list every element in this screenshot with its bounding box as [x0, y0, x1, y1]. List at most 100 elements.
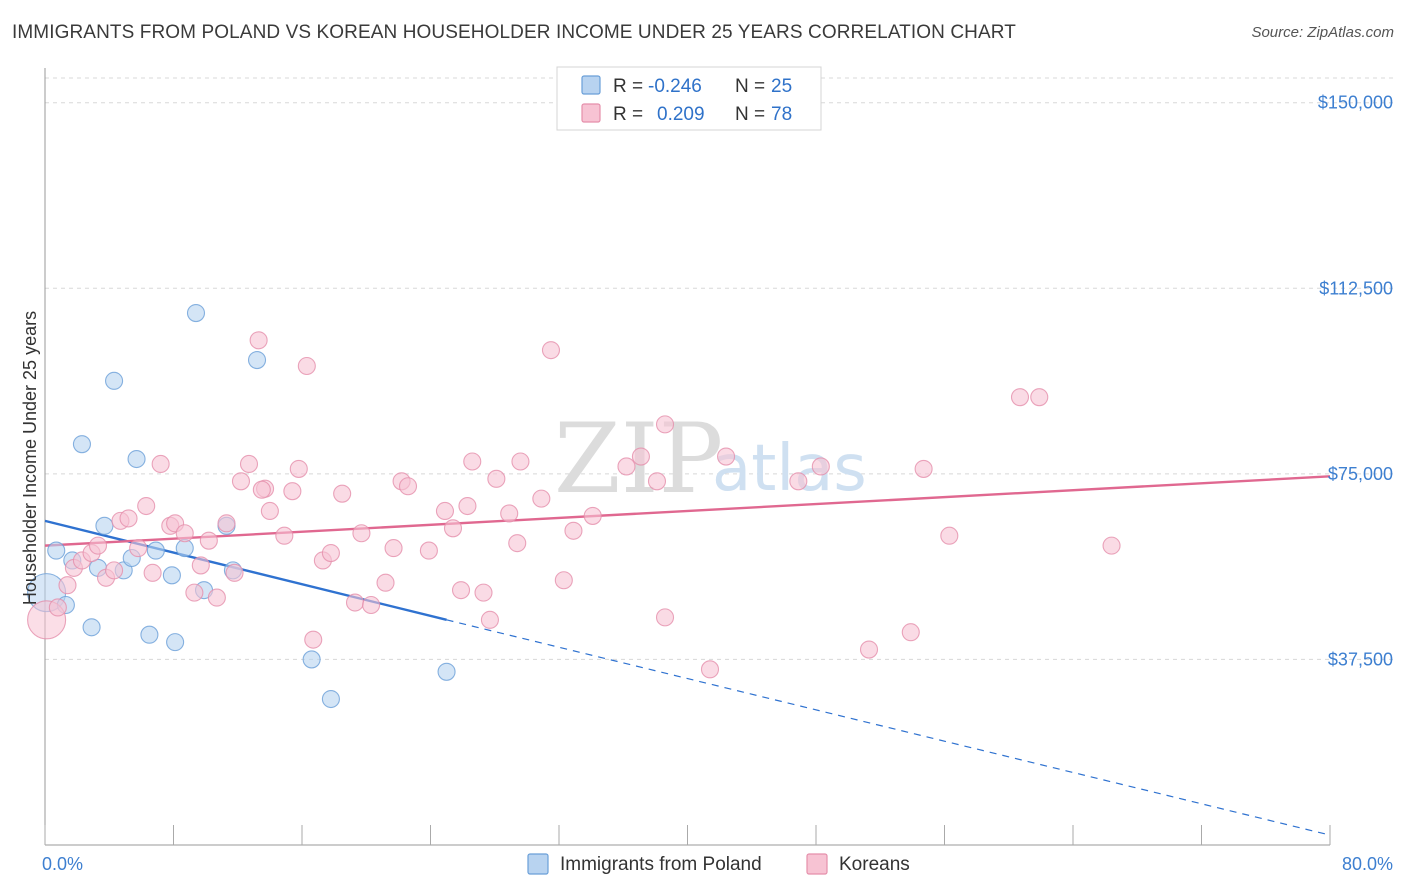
point-korea: [207, 588, 226, 607]
point-korea: [199, 531, 218, 550]
point-korea: [859, 640, 879, 659]
y-axis-label: Householder Income Under 25 years: [20, 311, 40, 605]
point-poland: [140, 625, 159, 644]
point-korea: [451, 581, 471, 600]
point-korea: [458, 496, 477, 516]
point-poland: [321, 689, 340, 709]
axes: [44, 68, 1331, 846]
point-korea: [352, 524, 371, 543]
point-korea: [789, 472, 808, 491]
point-korea: [1030, 388, 1049, 407]
point-korea: [474, 583, 493, 602]
point-korea: [631, 447, 650, 466]
point-korea: [129, 539, 148, 558]
point-korea: [647, 472, 667, 491]
point-poland: [105, 371, 124, 390]
point-poland: [47, 541, 66, 560]
point-korea: [151, 454, 170, 474]
point-korea: [283, 482, 302, 501]
point-korea: [289, 459, 308, 478]
point-korea: [119, 509, 138, 528]
legend-korea-n-label: N =: [735, 104, 765, 125]
point-korea: [655, 608, 675, 627]
point-korea: [564, 521, 583, 540]
legend-korea-r-value: 0.209: [657, 104, 705, 125]
correlation-legend: R = -0.246 N = 25 R = 0.209 N = 78: [556, 66, 822, 131]
y-tick-label: $112,500: [1319, 278, 1393, 298]
x-tick-label: 80.0%: [1342, 854, 1393, 874]
point-korea: [1010, 388, 1030, 407]
point-poland: [302, 650, 321, 669]
point-korea: [443, 519, 463, 538]
legend-swatch-korea: [581, 103, 601, 123]
chart-title: IMMIGRANTS FROM POLAND VS KOREAN HOUSEHO…: [12, 22, 1016, 43]
series-legend: Immigrants from Poland Koreans: [527, 853, 910, 875]
point-korea: [487, 469, 506, 488]
point-korea: [275, 526, 294, 545]
point-korea: [362, 595, 381, 615]
point-korea: [554, 571, 573, 590]
point-korea: [48, 598, 67, 617]
legend-box: [556, 66, 822, 131]
point-poland: [95, 516, 114, 535]
point-korea: [1102, 536, 1121, 555]
point-poland: [162, 566, 181, 585]
point-korea: [500, 504, 519, 523]
y-tick-label: $150,000: [1318, 93, 1393, 113]
point-korea: [249, 331, 268, 350]
point-poland: [146, 541, 165, 560]
y-tick-label: $75,000: [1328, 464, 1393, 484]
point-korea: [435, 501, 455, 521]
legend-poland-r-value: -0.246: [648, 76, 702, 97]
point-korea: [463, 452, 482, 471]
point-korea: [811, 457, 830, 476]
point-korea: [901, 623, 920, 642]
grid-lines: [45, 77, 1395, 660]
point-korea: [105, 561, 124, 580]
point-korea: [58, 576, 77, 595]
point-korea: [541, 341, 561, 360]
point-korea: [88, 536, 108, 555]
point-poland: [127, 449, 146, 469]
point-korea: [398, 477, 418, 496]
watermark: ZIP atlas: [554, 403, 867, 515]
point-korea: [231, 472, 251, 491]
point-korea: [345, 593, 365, 612]
point-poland: [166, 633, 185, 652]
point-poland: [247, 351, 267, 370]
point-poland: [186, 303, 206, 323]
legend-swatch-poland: [581, 75, 601, 95]
point-korea: [617, 457, 636, 476]
point-korea: [376, 573, 395, 592]
series-legend-korea: Koreans: [839, 854, 910, 875]
point-korea: [655, 415, 675, 434]
point-poland: [72, 435, 91, 454]
point-poland: [82, 618, 101, 637]
point-korea: [532, 489, 551, 508]
point-korea: [480, 610, 499, 629]
point-korea: [321, 543, 340, 563]
series-legend-swatch-poland: [527, 853, 549, 875]
trend-lines: [44, 475, 1331, 836]
x-tick-label: 0.0%: [42, 854, 83, 874]
series-legend-swatch-korea: [806, 853, 828, 875]
point-korea: [419, 541, 438, 560]
point-korea: [175, 524, 194, 543]
point-korea: [217, 514, 236, 533]
point-korea: [384, 539, 403, 558]
trend-line-korea: [44, 475, 1331, 547]
legend-korea-r-label: R =: [613, 104, 643, 125]
legend-poland-r-label: R =: [613, 76, 643, 97]
point-korea: [914, 459, 933, 478]
data-points: [27, 303, 1121, 709]
source-attribution: Source: ZipAtlas.com: [1251, 24, 1394, 41]
point-korea: [185, 583, 204, 602]
y-tick-label: $37,500: [1328, 649, 1393, 669]
point-korea: [239, 454, 259, 474]
watermark-atlas: atlas: [712, 432, 867, 506]
point-korea: [225, 563, 244, 582]
point-poland: [437, 662, 456, 681]
point-korea: [260, 501, 279, 521]
point-korea: [940, 526, 959, 545]
